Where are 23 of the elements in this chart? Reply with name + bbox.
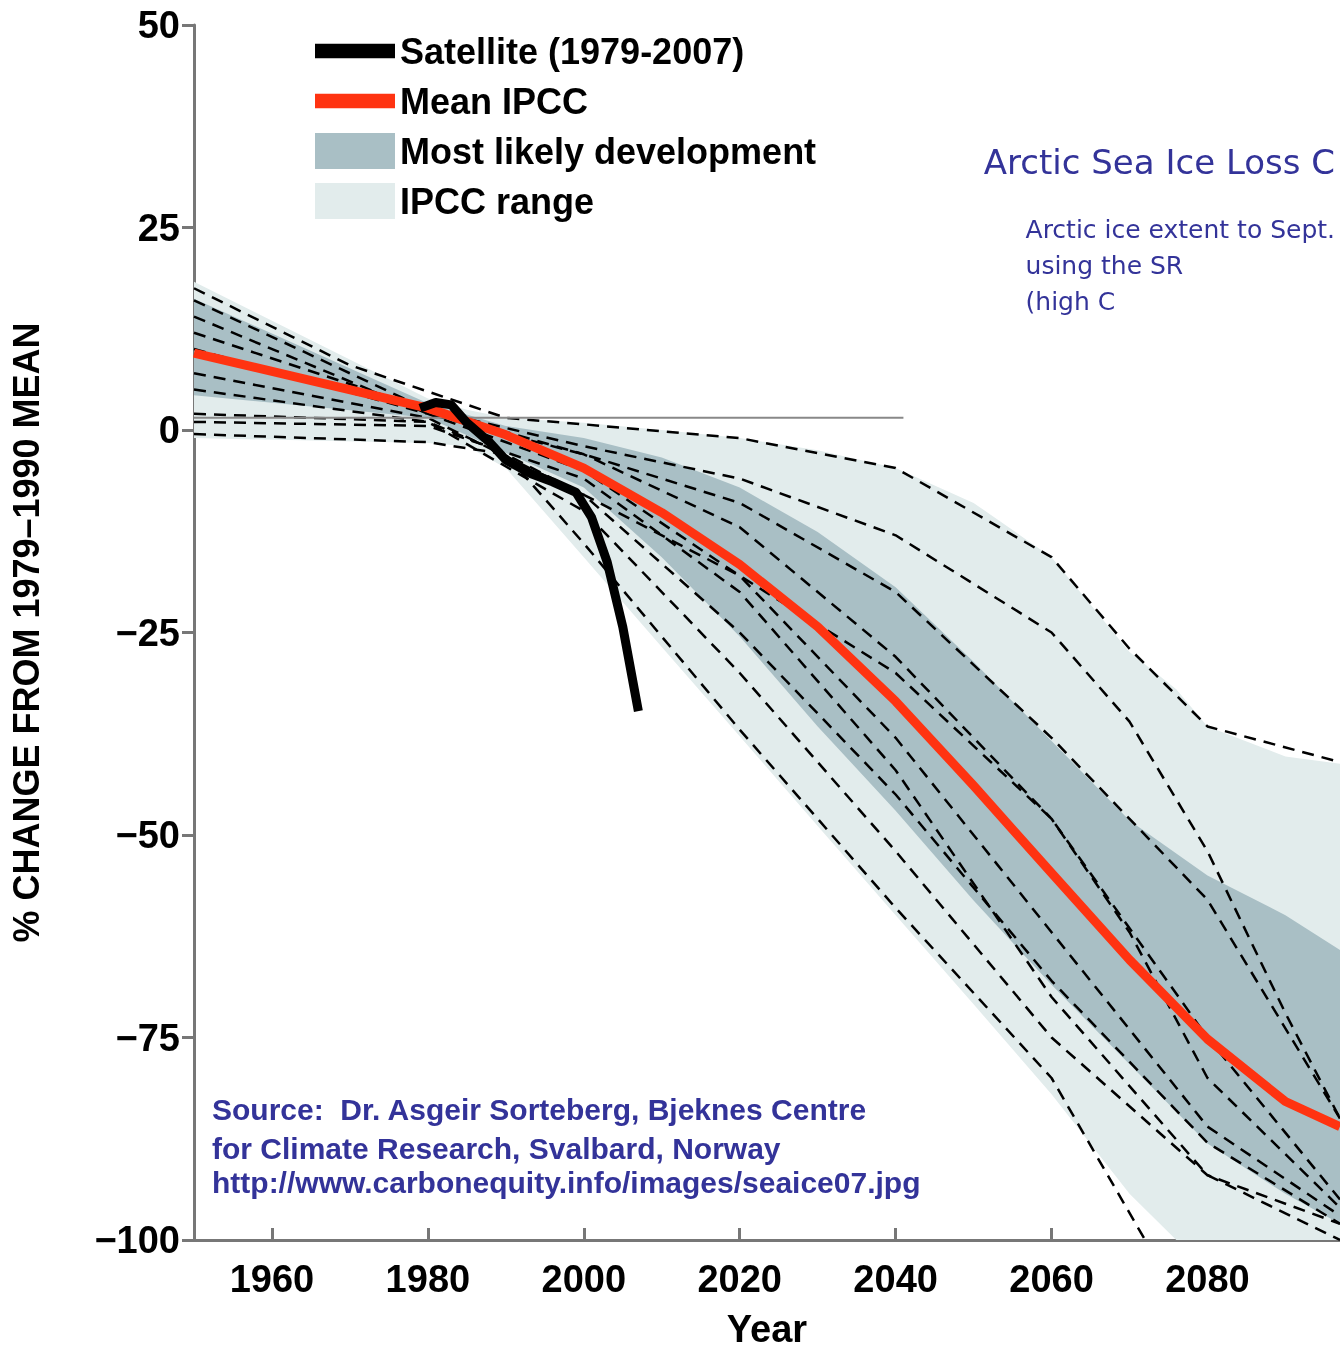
annotation: http://www.carbonequity.info/images/seaice07.jpg	[212, 1165, 921, 1199]
x-tick-label: 2020	[697, 1258, 782, 1300]
y-tick-label: 50	[137, 4, 180, 46]
x-tick-label: 1980	[385, 1258, 471, 1300]
x-tick-label: 2040	[853, 1258, 938, 1300]
y-tick-label: −100	[94, 1219, 180, 1261]
y-tick-label: 25	[137, 206, 180, 249]
legend-label: Mean IPCC	[400, 80, 589, 122]
x-tick-label: 2080	[1165, 1258, 1250, 1300]
x-tick-label: 2060	[1009, 1258, 1094, 1300]
legend-label: Most likely development	[400, 130, 817, 172]
y-tick-label: 0	[158, 409, 180, 451]
y-tick-label: −25	[115, 611, 180, 654]
x-tick-label: 1960	[229, 1258, 315, 1300]
y-tick-label: −75	[115, 1016, 180, 1059]
text: Arctic Sea Ice Loss C	[983, 142, 1336, 182]
x-axis-title: Year	[726, 1308, 808, 1350]
y-tick-label: −50	[115, 814, 180, 856]
legend-label: Satellite (1979-2007)	[400, 30, 745, 72]
x-tick-label: 2000	[541, 1258, 627, 1300]
legend-label: IPCC range	[400, 180, 595, 222]
y-axis-title: % CHANGE FROM 1979–1990 MEAN	[5, 322, 47, 943]
text: Arctic ice extent to Sept. using the SR (high C	[1025, 214, 1336, 316]
